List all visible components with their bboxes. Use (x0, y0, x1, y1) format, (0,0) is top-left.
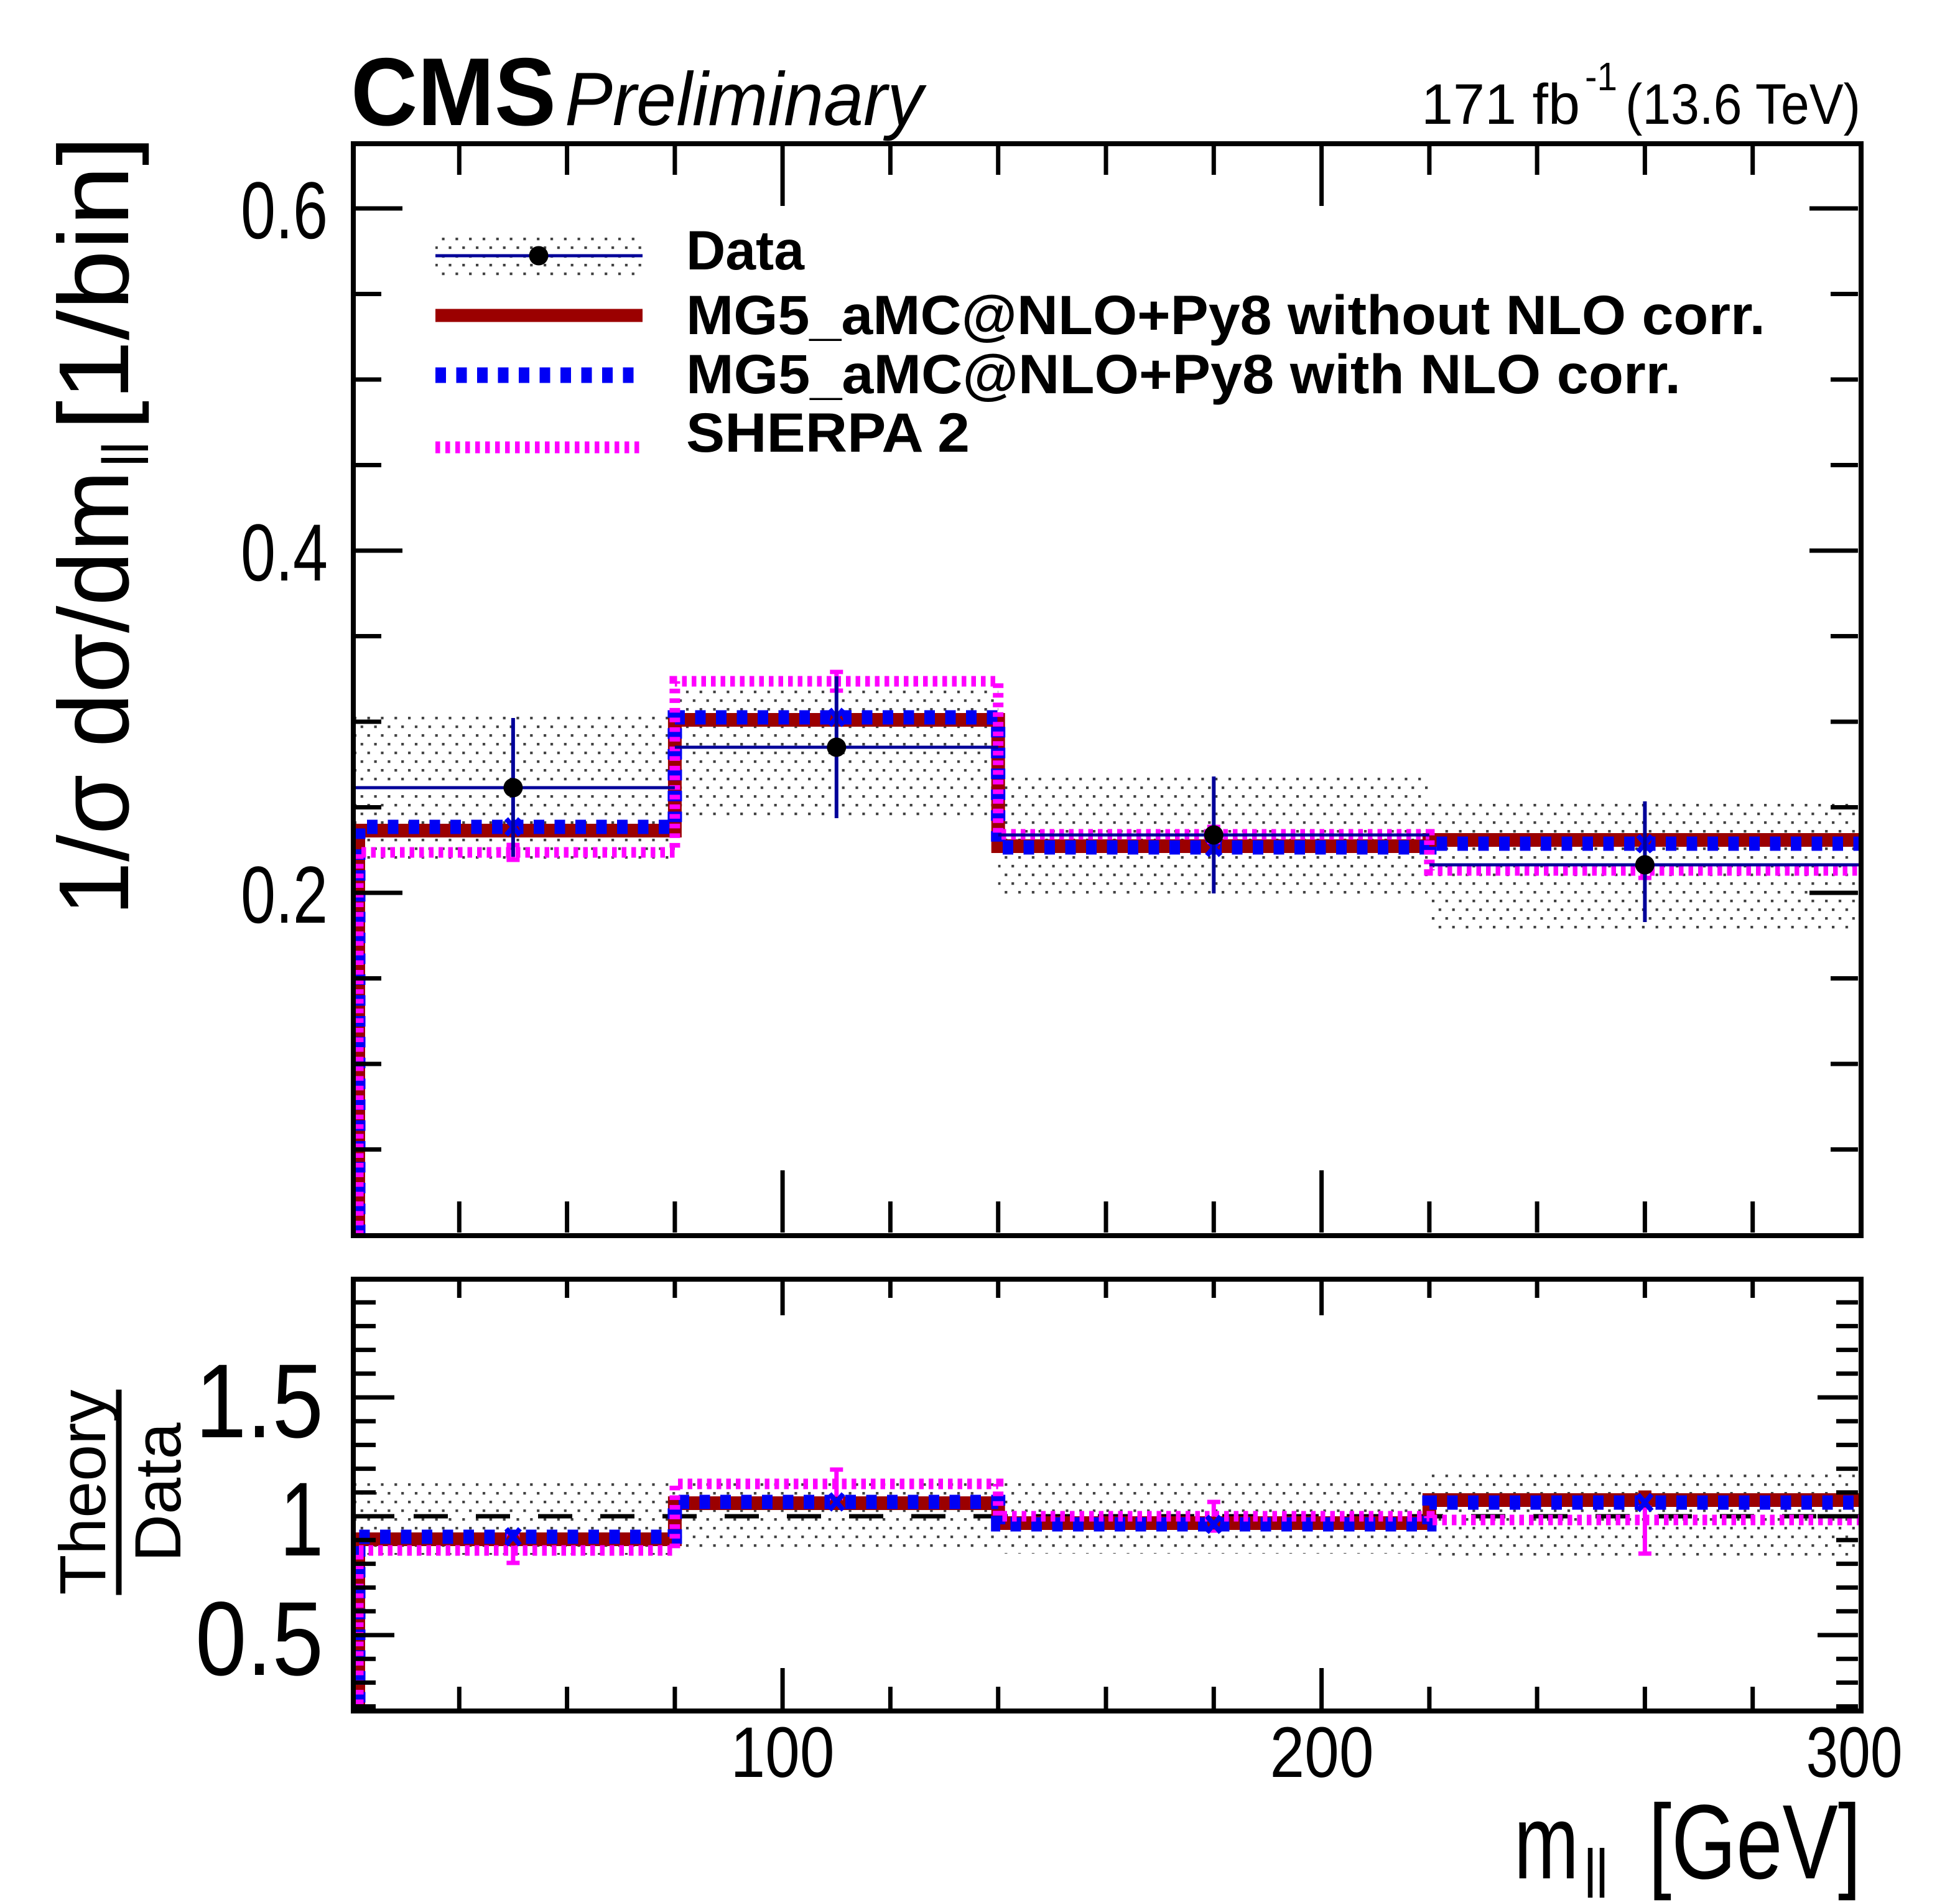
svg-text:CMS: CMS (351, 38, 556, 146)
svg-text:(13.6 TeV): (13.6 TeV) (1625, 73, 1860, 136)
svg-text:[1/bin]: [1/bin] (38, 136, 149, 431)
svg-text:MG5_aMC@NLO+Py8 with NLO corr.: MG5_aMC@NLO+Py8 with NLO corr. (686, 343, 1681, 405)
svg-text:Data: Data (686, 219, 805, 281)
svg-text:-1: -1 (1585, 54, 1617, 99)
svg-text:0.2: 0.2 (241, 849, 328, 940)
svg-text:[GeV]: [GeV] (1648, 1783, 1861, 1901)
svg-text:1/σ dσ/dm: 1/σ dσ/dm (38, 470, 149, 916)
svg-text:0.4: 0.4 (241, 507, 328, 598)
svg-text:m: m (1514, 1783, 1579, 1901)
svg-text:SHERPA 2: SHERPA 2 (686, 401, 970, 464)
svg-text:200: 200 (1270, 1713, 1374, 1792)
svg-text:0.5: 0.5 (195, 1580, 323, 1697)
svg-text:171 fb: 171 fb (1421, 73, 1580, 136)
svg-text:MG5_aMC@NLO+Py8 without NLO co: MG5_aMC@NLO+Py8 without NLO corr. (686, 284, 1765, 346)
svg-text:1.5: 1.5 (195, 1342, 323, 1460)
svg-text:ll: ll (90, 442, 162, 467)
svg-text:Theory: Theory (47, 1389, 119, 1595)
svg-text:ll: ll (1584, 1836, 1608, 1902)
svg-text:Data: Data (122, 1422, 195, 1562)
svg-text:1: 1 (280, 1460, 323, 1578)
svg-text:100: 100 (731, 1713, 835, 1792)
svg-text:Preliminary: Preliminary (565, 57, 927, 141)
svg-text:300: 300 (1806, 1713, 1903, 1792)
svg-text:0.6: 0.6 (241, 165, 328, 256)
